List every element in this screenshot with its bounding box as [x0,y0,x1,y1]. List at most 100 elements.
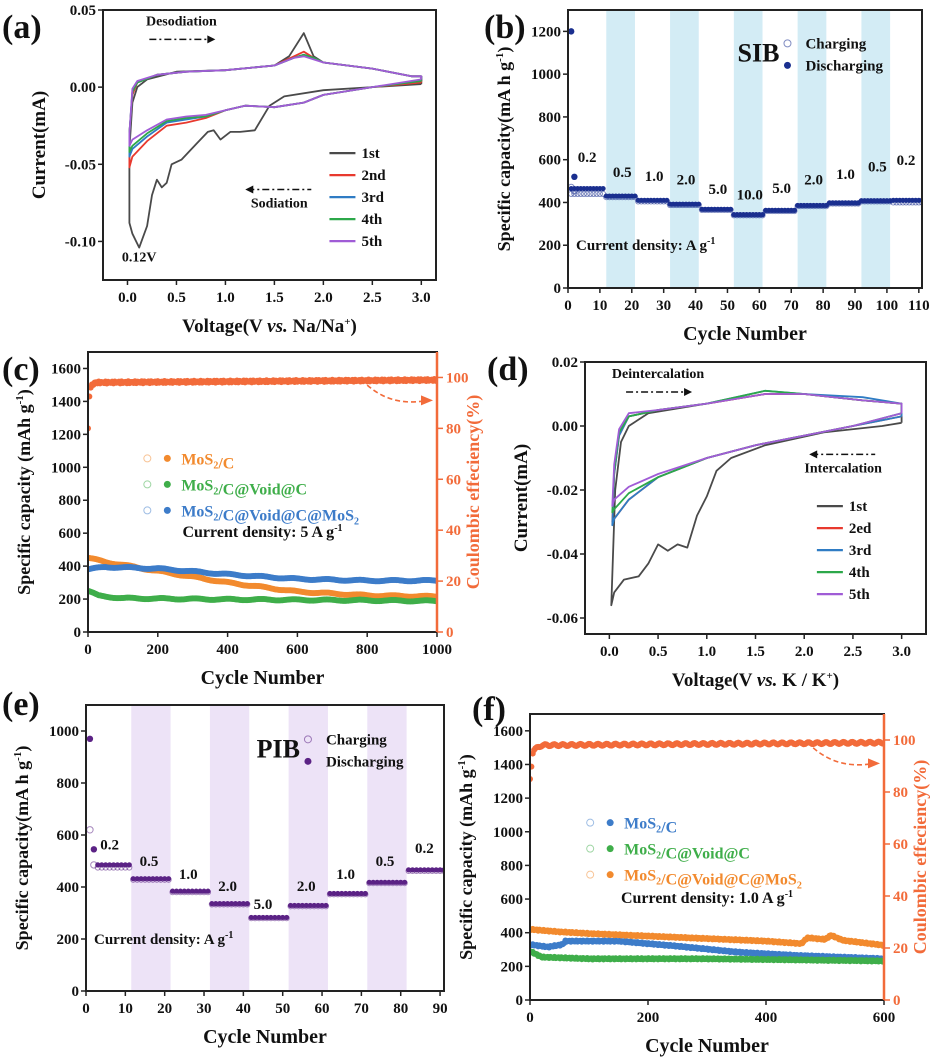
y-tick-label: 800 [57,776,80,792]
x-tick-label: 800 [356,642,379,658]
rate-label: 5.0 [709,182,728,198]
x-tick-label: 1.5 [746,644,765,660]
series-line-1st [128,32,423,249]
efficiency-point [88,393,93,400]
y-tick-label: 0 [74,625,82,641]
legend-label: 2ed [849,521,872,537]
rate-label: 2.0 [218,879,237,895]
rate-band [670,10,699,288]
x-axis-title: Cycle Number [683,323,807,345]
annotation: Sodiation [251,196,308,211]
y2-axis-title: Coulombic effeciency(%) [910,760,931,954]
discharge-point [126,862,132,868]
y-axis-title: Current(mA) [29,91,50,199]
y2-tick-label: 100 [893,733,916,749]
y-tick-label: 400 [501,926,524,942]
legend-label: 2nd [361,168,386,184]
legend-label: MoS2/C [624,816,677,837]
arrowhead-icon [684,388,693,396]
y-tick-label: 1000 [51,460,81,476]
y2-tick-label: 20 [893,941,908,957]
y-tick-label: 600 [57,828,80,844]
y2-axis-title: Coulombic effeciency(%) [463,395,484,589]
plot-area [88,376,437,605]
y2-tick-label: 60 [893,837,908,853]
y-tick-label: 600 [59,526,82,542]
legend-marker-open [783,39,792,48]
charge-point [571,190,578,198]
discharge-point [632,193,638,199]
rate-band [288,705,328,991]
x-tick-label: 1.5 [265,290,284,306]
y-tick-label: -0.02 [547,483,578,499]
legend-label: Discharging [805,58,883,74]
discharge-point [166,876,172,882]
legend-marker-open [586,870,595,879]
y2-tick-label: 80 [446,421,461,437]
legend-label: 5th [361,234,382,250]
legend-marker-filled [783,61,791,69]
legend-label: MoS2/C [181,451,234,472]
rate-band [797,10,827,288]
y-tick-label: 800 [539,110,562,126]
plot-frame [584,361,927,635]
charge-point [918,199,922,206]
charge-point [90,861,98,869]
discharge-point [571,173,578,180]
rate-label: 0.5 [868,159,887,175]
plot-frame [102,9,437,281]
panel-label: (c) [2,351,40,388]
x-tick-label: 1000 [422,642,452,658]
y-tick-label: 0.00 [70,80,96,96]
y-axis-title: Specific capacity(mA h g-1) [12,746,33,951]
y-tick-label: 200 [501,959,524,975]
footnote: Current density: A g-1 [576,236,715,254]
x-tick-label: 400 [216,642,239,658]
discharge-point [205,888,211,894]
x-axis-title: Cycle Number [201,667,325,689]
legend-marker-filled [606,819,614,827]
y-tick-label: 0 [554,281,562,297]
legend-label: 4th [361,212,382,228]
panel-f: (f)0 200 400 600020040060080010001200140016… [456,691,931,1057]
plot-frame [567,9,923,289]
panel-a: (a) 0.0 0.5 1.0 1.5 2.0 2.5 3.0 0.05 0.00 -0.05 -0.… [2,3,437,337]
discharge-point [728,206,734,212]
x-tick-label: 3.0 [412,290,431,306]
x-tick-label: 2.0 [795,644,814,660]
y-tick-label: 400 [59,559,82,575]
panel-e: (e) 0.2 0.5 1.0 2.0 5.0 2.0 1.0 0.5 0.2 0 10 20 30 40 5… [2,686,448,1048]
x-tick-label: 0.0 [600,644,619,660]
y-tick-label: 200 [57,932,80,948]
x-axis-title: Cycle Number [645,1035,769,1057]
discharge-point [86,735,94,742]
y-tick-label: 0.02 [552,355,578,371]
panel-label: (e) [2,686,40,723]
y-tick-label: 1200 [531,24,561,40]
rate-label: 5.0 [254,897,273,913]
legend-label: MoS2/C@Void@C@MoS2 [624,868,802,892]
x-tick-label: 70 [354,1001,369,1017]
y2-tick-label: 40 [893,889,908,905]
rate-label: 0.5 [613,165,632,181]
rate-label: 0.2 [578,150,597,166]
x-tick-label: 80 [393,1001,408,1017]
legend-label: Discharging [326,754,404,770]
annotation: 0.12V [122,250,157,265]
y-tick-label: 600 [501,892,524,908]
x-tick-label: 0.5 [167,290,186,306]
rate-label: 0.2 [415,841,434,857]
rate-band [209,705,250,991]
discharge-point [323,902,329,909]
arrowhead-icon [245,185,254,194]
legend-marker-open [143,506,152,515]
y-tick-label: -0.06 [547,611,579,627]
x-tick-label: 40 [236,1001,251,1017]
x-tick-label: 1.0 [216,290,235,306]
charge-point [587,190,594,198]
charge-point [570,187,579,195]
x-tick-label: 600 [286,642,309,658]
legend-marker-open [143,480,152,489]
y-tick-label: 1400 [493,757,523,773]
rate-band [733,10,763,288]
